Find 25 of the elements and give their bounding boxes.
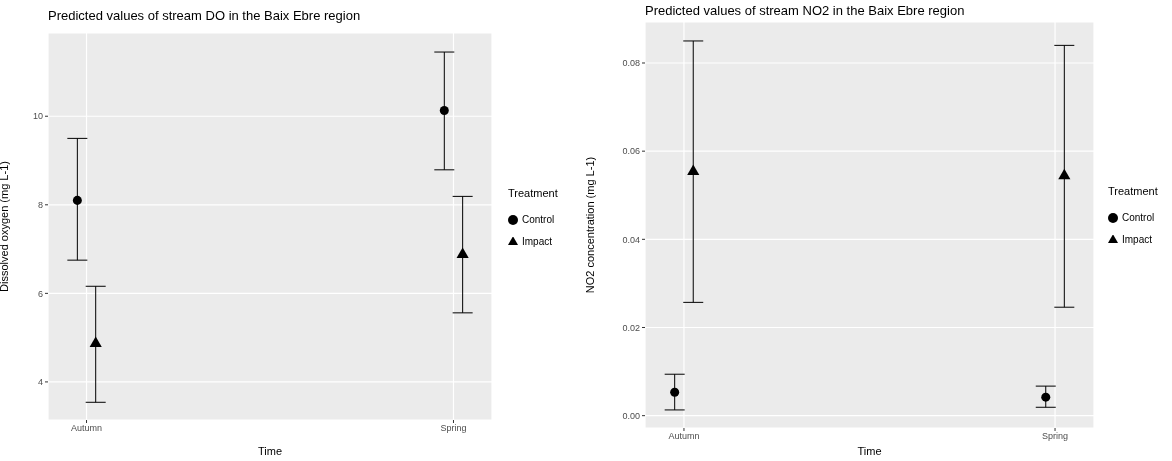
- legend-label: Control: [522, 213, 555, 225]
- y-tick-label: 10: [32, 111, 43, 122]
- chart-title: Predicted values of stream DO in the Baix Ebre region: [48, 8, 361, 23]
- x-tick-label: Spring: [1042, 431, 1069, 442]
- x-axis-title: Time: [857, 445, 882, 457]
- legend-title: Treatment: [508, 186, 558, 199]
- y-axis-title: NO2 concentration (mg L-1): [583, 156, 596, 294]
- y-tick-label: 4: [37, 377, 43, 388]
- y-tick-label: 0.04: [622, 234, 640, 245]
- y-tick-label: 0.00: [622, 410, 640, 421]
- chart-title: Predicted values of stream NO2 in the Baix Ebre region: [645, 3, 965, 18]
- legend-label: Impact: [522, 235, 553, 247]
- y-tick-label: 6: [37, 288, 43, 299]
- x-axis-title: Time: [257, 445, 283, 457]
- legend-title: Treatment: [1108, 185, 1158, 197]
- y-tick-label: 0.02: [622, 322, 640, 333]
- y-tick-label: 8: [37, 200, 43, 210]
- legend-label: Control: [1122, 212, 1155, 223]
- x-tick-label: Spring: [440, 423, 467, 434]
- y-axis-title: Dissolved oxygen (mg L-1): [0, 161, 10, 292]
- y-tick-label: 0.06: [622, 146, 640, 157]
- legend-label: Impact: [1122, 234, 1153, 245]
- x-tick-label: Autumn: [668, 431, 700, 442]
- x-tick-label: Autumn: [71, 423, 103, 434]
- y-tick-label: 0.08: [622, 58, 640, 69]
